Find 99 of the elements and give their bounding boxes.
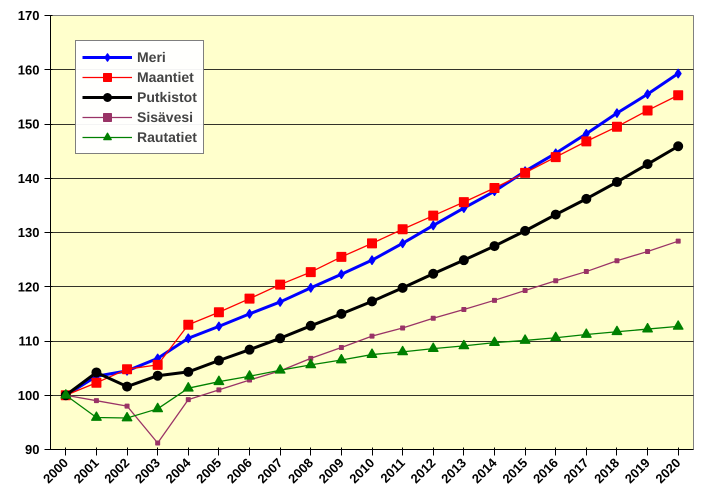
point (216, 387, 222, 392)
point (580, 328, 592, 338)
point (645, 248, 650, 254)
point (553, 278, 558, 284)
y-tick-label: 160 (18, 62, 40, 78)
point (152, 370, 163, 381)
y-tick-label: 110 (18, 334, 40, 348)
point (674, 68, 682, 79)
point (305, 358, 316, 368)
point (213, 375, 224, 386)
point (581, 136, 592, 146)
point (275, 280, 286, 290)
point (492, 298, 497, 303)
point (611, 326, 622, 336)
point (550, 331, 562, 342)
point (642, 322, 654, 332)
point (430, 316, 436, 321)
point (306, 267, 316, 278)
point (612, 122, 622, 132)
y-tick-label: 170 (18, 8, 40, 23)
y-tick-label: 140 (18, 170, 40, 186)
point (90, 411, 102, 421)
point (489, 183, 500, 194)
point (336, 252, 346, 262)
point (367, 238, 377, 248)
point (550, 152, 561, 162)
point (613, 108, 620, 118)
point (488, 336, 500, 346)
point (428, 268, 438, 279)
point (244, 294, 255, 304)
point (550, 210, 561, 220)
point (155, 440, 160, 446)
legend-label: Meri (137, 49, 166, 65)
point (306, 320, 316, 331)
point (430, 220, 437, 230)
point (336, 354, 347, 364)
point (642, 159, 653, 170)
point (520, 226, 530, 236)
point (676, 238, 681, 244)
point (673, 90, 684, 100)
y-tick-label: 100 (18, 388, 40, 403)
point (584, 269, 589, 274)
point (122, 412, 133, 422)
point (458, 340, 470, 350)
point (399, 238, 406, 248)
point (461, 307, 466, 312)
point (183, 320, 194, 330)
y-tick-label: 90 (25, 442, 40, 457)
point (122, 382, 132, 392)
point (428, 342, 439, 352)
point (672, 320, 684, 330)
point (274, 364, 286, 374)
point (94, 398, 99, 404)
point (581, 194, 592, 204)
point (458, 255, 469, 266)
point (398, 282, 408, 293)
point (612, 177, 622, 188)
point (642, 105, 653, 116)
point (673, 141, 684, 152)
legend-label: Rautatiet (137, 129, 197, 145)
point (184, 333, 192, 344)
point (338, 269, 345, 280)
point (244, 344, 255, 355)
point (183, 366, 194, 377)
point (124, 404, 130, 409)
point (522, 288, 528, 294)
point (186, 397, 191, 402)
point (400, 325, 406, 330)
point (152, 402, 164, 412)
point (276, 296, 284, 307)
point (370, 334, 374, 339)
legend-label: Putkistot (137, 89, 197, 105)
y-tick-label: 130 (18, 225, 40, 240)
point (367, 296, 377, 306)
point (428, 210, 438, 221)
point (520, 334, 531, 344)
point (182, 382, 194, 392)
y-tick-label: 150 (18, 116, 40, 132)
point (246, 308, 254, 319)
point (614, 258, 620, 264)
point (214, 307, 224, 318)
point (91, 378, 102, 388)
point (307, 282, 314, 293)
y-tick-label: 120 (18, 279, 40, 294)
point (336, 308, 346, 319)
point (214, 356, 224, 366)
point (397, 346, 408, 356)
legend-label: Sisävesi (137, 109, 194, 125)
legend-label: Maantiet (137, 69, 194, 85)
point (275, 333, 286, 344)
point (489, 241, 500, 252)
point (398, 224, 408, 234)
point (215, 321, 222, 332)
point (458, 197, 469, 208)
point (244, 370, 256, 380)
point (644, 89, 652, 100)
point (366, 348, 378, 358)
point (338, 345, 344, 350)
point (152, 360, 163, 370)
